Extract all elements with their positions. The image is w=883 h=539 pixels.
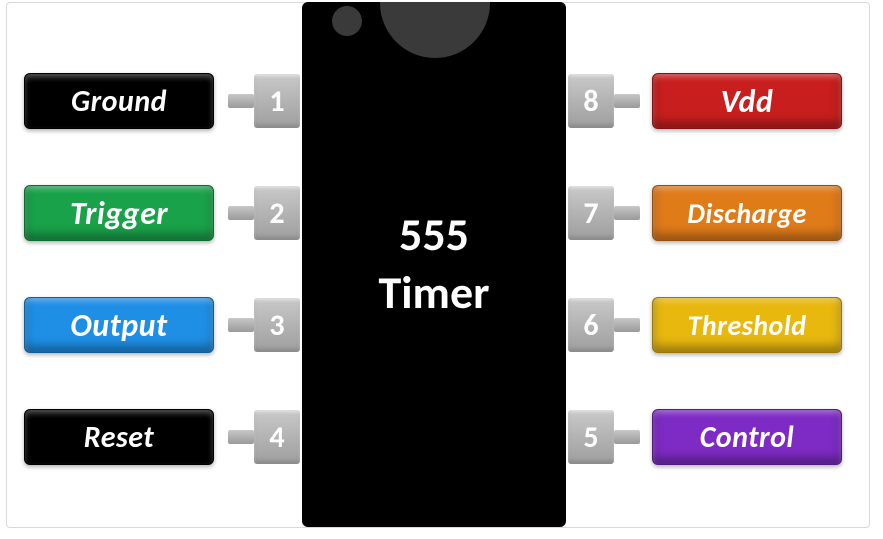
pin-6: 6 — [568, 298, 614, 352]
pin-3-label-text: Output — [70, 306, 167, 345]
pin-7-lead — [614, 206, 640, 220]
pin-4-label-text: Reset — [84, 419, 154, 456]
pin-5-lead — [614, 430, 640, 444]
pin-5-number: 5 — [583, 419, 598, 456]
pin-7-label: Discharge — [652, 185, 842, 241]
pin-1-label: Ground — [24, 73, 214, 129]
pin-2-label-text: Trigger — [70, 194, 168, 233]
chip-label-line1: 555 — [399, 207, 469, 263]
pin-7-label-text: Discharge — [687, 196, 807, 231]
pin-8: 8 — [568, 74, 614, 128]
pin-4-number: 4 — [269, 419, 284, 456]
pin-3: 3 — [254, 298, 300, 352]
pin-6-label: Threshold — [652, 297, 842, 353]
pin-2-label: Trigger — [24, 185, 214, 241]
pin-6-number: 6 — [583, 307, 598, 344]
pin-3-lead — [228, 318, 254, 332]
pin-3-label: Output — [24, 297, 214, 353]
chip-label-line2: Timer — [378, 265, 489, 321]
pin-2-number: 2 — [269, 195, 284, 232]
pin-5-label: Control — [652, 409, 842, 465]
pin-1: 1 — [254, 74, 300, 128]
pin-7-number: 7 — [583, 195, 598, 232]
pin-7: 7 — [568, 186, 614, 240]
chip-label: 555 Timer — [378, 207, 489, 322]
pin-4: 4 — [254, 410, 300, 464]
pin-4-lead — [228, 430, 254, 444]
pin-5: 5 — [568, 410, 614, 464]
pin-8-label-text: Vdd — [721, 82, 774, 121]
pin-5-label-text: Control — [700, 419, 795, 456]
pin-4-label: Reset — [24, 409, 214, 465]
pin-1-label-text: Ground — [71, 83, 167, 120]
pin-2-lead — [228, 206, 254, 220]
pin-1-number: 1 — [269, 83, 284, 120]
chip-body: 555 Timer — [302, 2, 566, 527]
pin-8-label: Vdd — [652, 73, 842, 129]
pin-1-lead — [228, 94, 254, 108]
pin-3-number: 3 — [269, 307, 284, 344]
pin-2: 2 — [254, 186, 300, 240]
pin-6-lead — [614, 318, 640, 332]
pin-8-lead — [614, 94, 640, 108]
pin-6-label-text: Threshold — [688, 308, 807, 343]
pin-8-number: 8 — [583, 83, 598, 120]
chip-notch-dot — [332, 6, 362, 36]
